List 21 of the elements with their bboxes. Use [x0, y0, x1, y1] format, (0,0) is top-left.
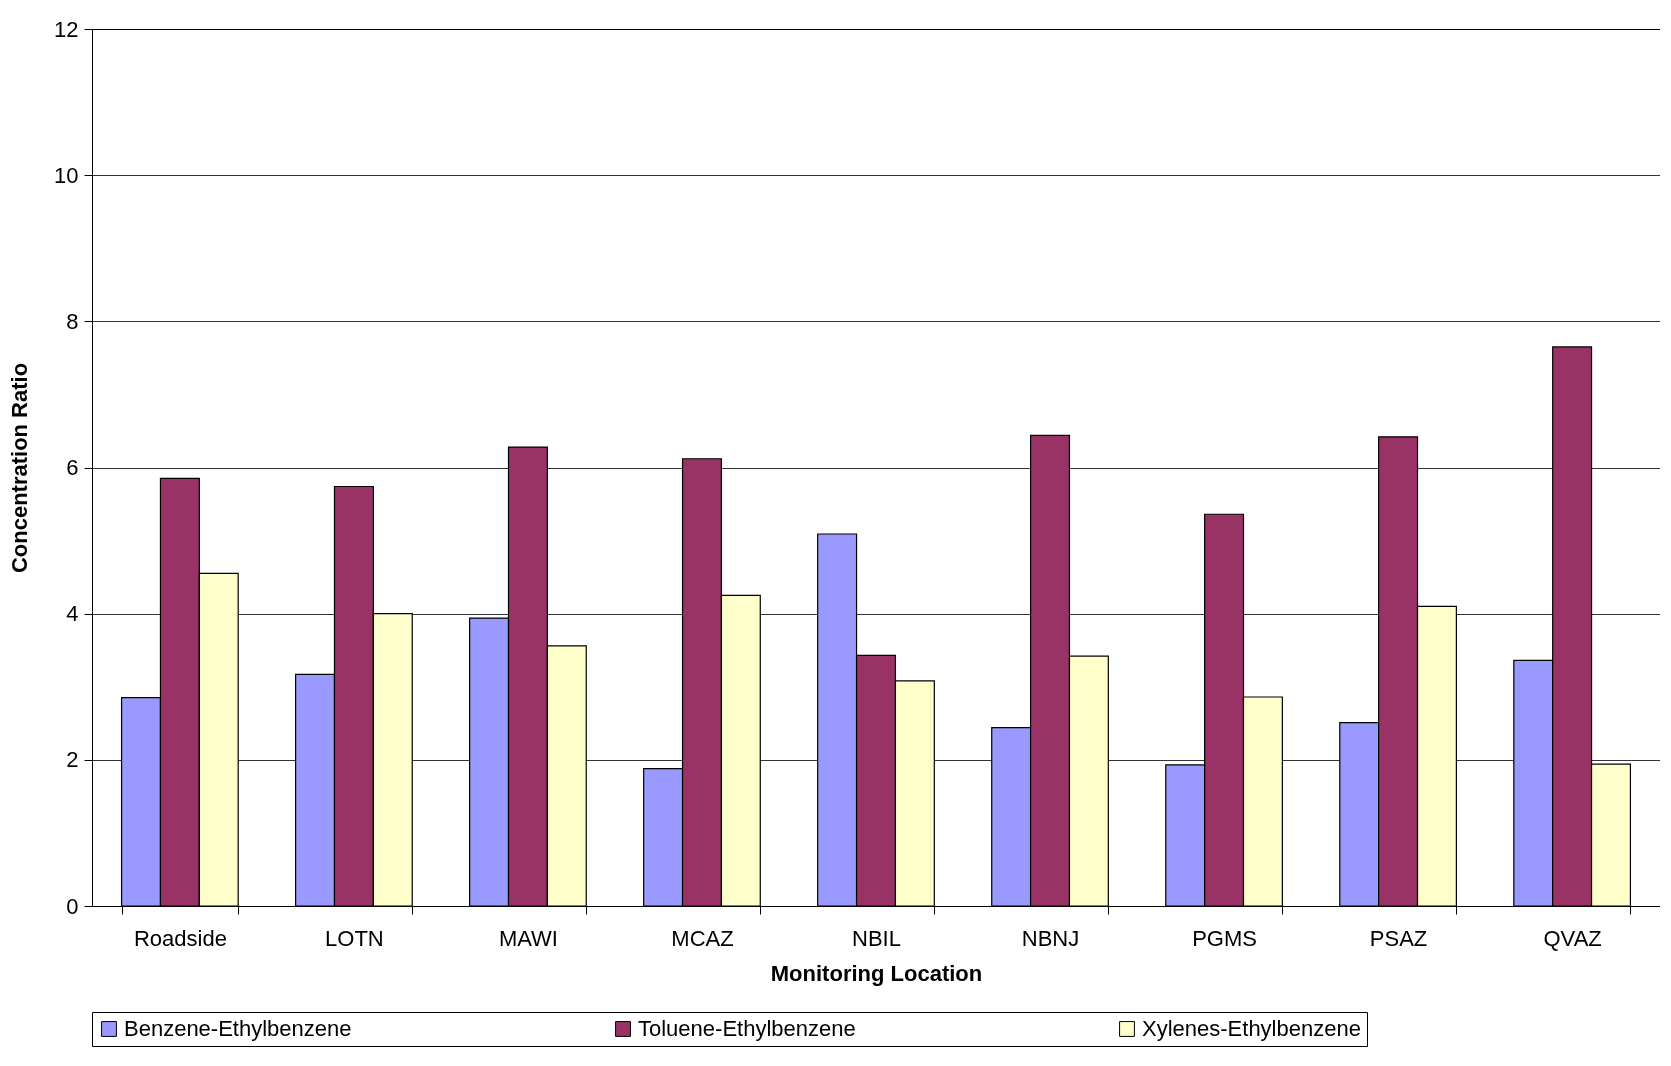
x-tick-label: NBNJ	[1021, 925, 1080, 951]
x-tick-label: NBIL	[852, 925, 901, 951]
y-tick-label: 0	[66, 893, 79, 919]
y-axis-title: Concentration Ratio	[7, 362, 33, 574]
y-tick-label: 2	[66, 747, 79, 773]
y-tick-label: 10	[54, 162, 79, 188]
x-axis-title: Monitoring Location	[770, 960, 983, 986]
x-tick-label: Roadside	[133, 925, 227, 951]
x-tick-label: MCAZ	[671, 925, 734, 951]
y-tick-label: 8	[66, 308, 79, 334]
legend-label: Benzene-Ethylbenzene	[124, 1016, 352, 1041]
x-tick-label: PSAZ	[1369, 925, 1428, 951]
x-tick-label: PGMS	[1192, 925, 1257, 951]
x-tick-label: MAWI	[498, 925, 558, 951]
y-tick-label: 6	[66, 455, 79, 480]
y-tick-label: 12	[54, 16, 79, 42]
x-tick-label: LOTN	[325, 925, 384, 951]
legend-label: Toluene-Ethylbenzene	[638, 1016, 856, 1041]
y-tick-label: 4	[66, 601, 79, 627]
x-tick-label: QVAZ	[1543, 925, 1602, 951]
legend-label: Xylenes-Ethylbenzene	[1142, 1016, 1361, 1041]
